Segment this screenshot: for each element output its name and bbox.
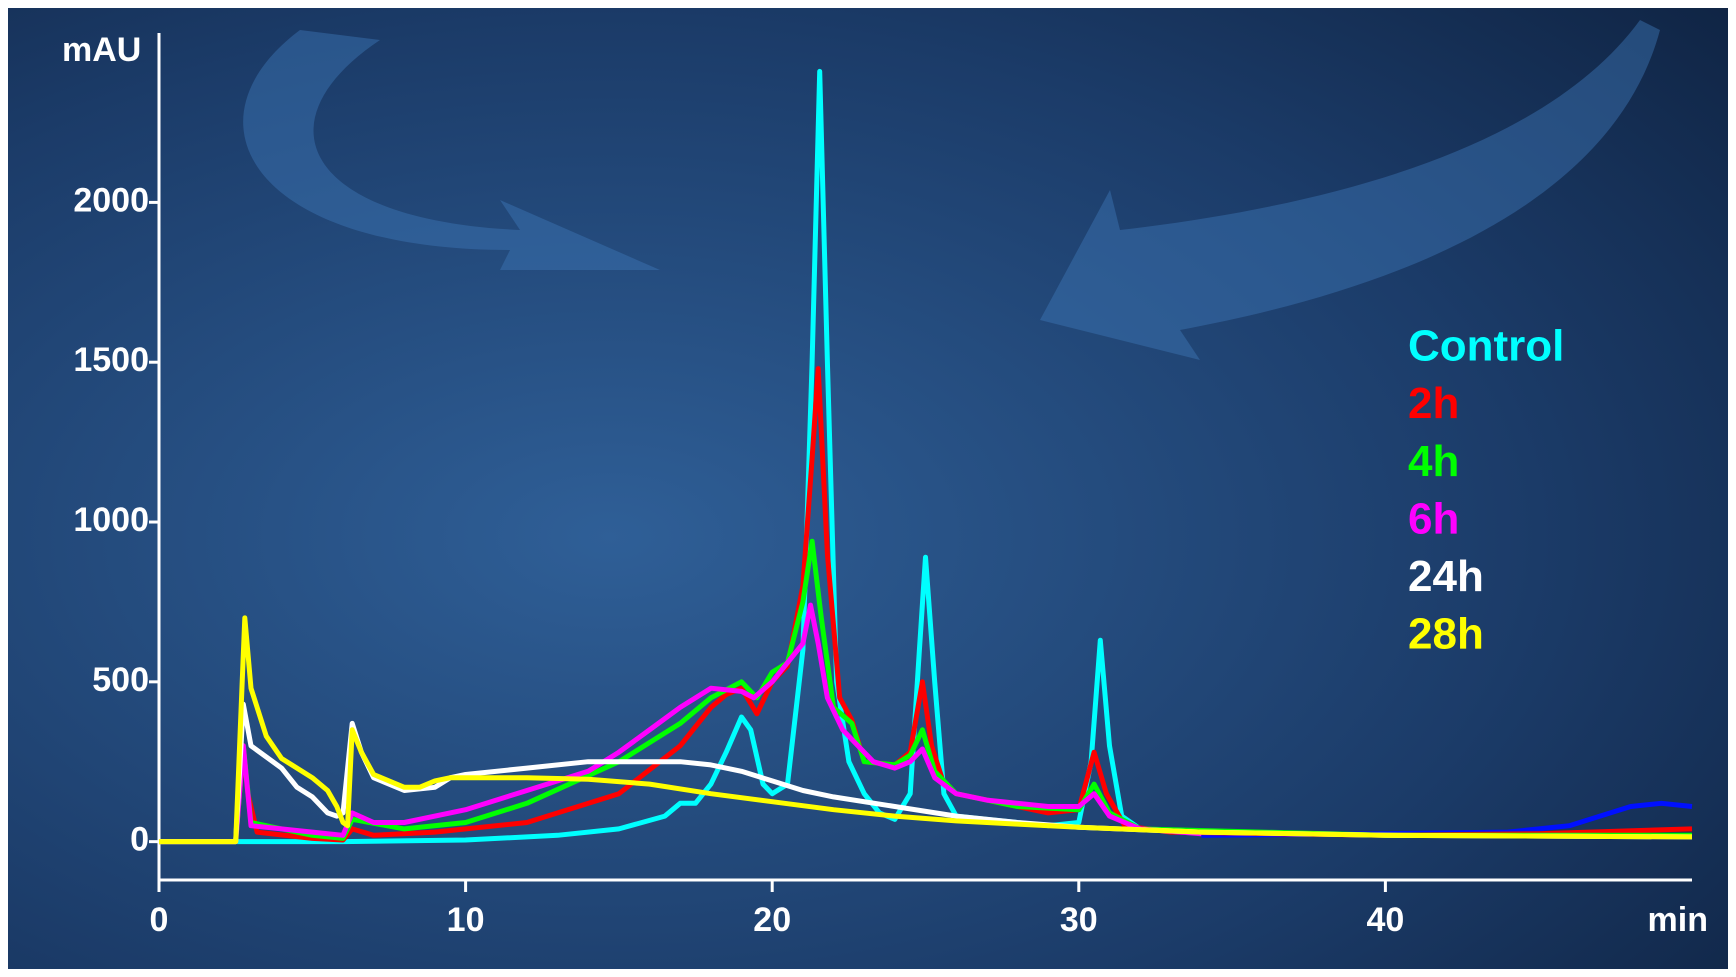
decor-arrow: [243, 30, 660, 270]
background: [8, 8, 1728, 969]
y-tick-label: 1500: [73, 341, 149, 379]
y-axis-label: mAU: [62, 31, 141, 69]
x-tick-label: 0: [150, 901, 169, 939]
x-axis-label: min: [1648, 901, 1708, 939]
series-line: [159, 615, 1693, 845]
x-tick-label: 40: [1366, 901, 1404, 939]
legend-entry: 24h: [1408, 552, 1484, 601]
series-line: [159, 701, 1693, 845]
legend-entry: Control: [1408, 322, 1564, 371]
legend-entry: 6h: [1408, 494, 1459, 543]
x-tick-label: 20: [753, 901, 791, 939]
y-tick-label: 2000: [73, 181, 149, 219]
y-tick-label: 500: [92, 661, 149, 699]
x-tick-label: 30: [1060, 901, 1098, 939]
x-tick-label: 10: [447, 901, 485, 939]
legend-entry: 4h: [1408, 437, 1459, 486]
legend-entry: 2h: [1408, 379, 1459, 428]
y-tick-label: 0: [130, 821, 149, 859]
legend-entry: 28h: [1408, 610, 1484, 659]
decor-arrow: [1040, 20, 1660, 360]
series-line: [159, 602, 1202, 845]
y-tick-label: 1000: [73, 501, 149, 539]
